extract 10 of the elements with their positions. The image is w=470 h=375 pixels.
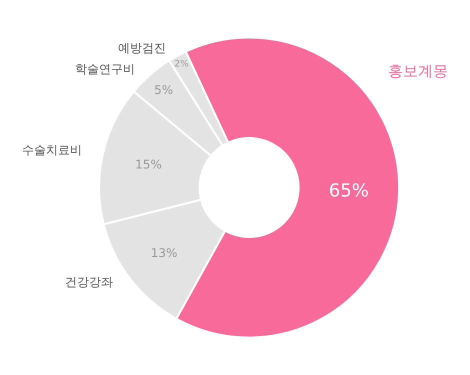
data-label: 65%: [328, 180, 369, 202]
slice-label: 홍보계몽: [388, 62, 448, 80]
data-label: 5%: [154, 82, 174, 97]
slice-label: 예방검진: [118, 41, 166, 55]
slice-label: 건강강좌: [65, 275, 113, 289]
data-label: 2%: [174, 60, 190, 70]
data-label: 15%: [135, 158, 162, 172]
data-label: 13%: [150, 246, 178, 260]
slice-label: 학술연구비: [75, 62, 135, 76]
slice-label: 수술치료비: [22, 143, 82, 157]
